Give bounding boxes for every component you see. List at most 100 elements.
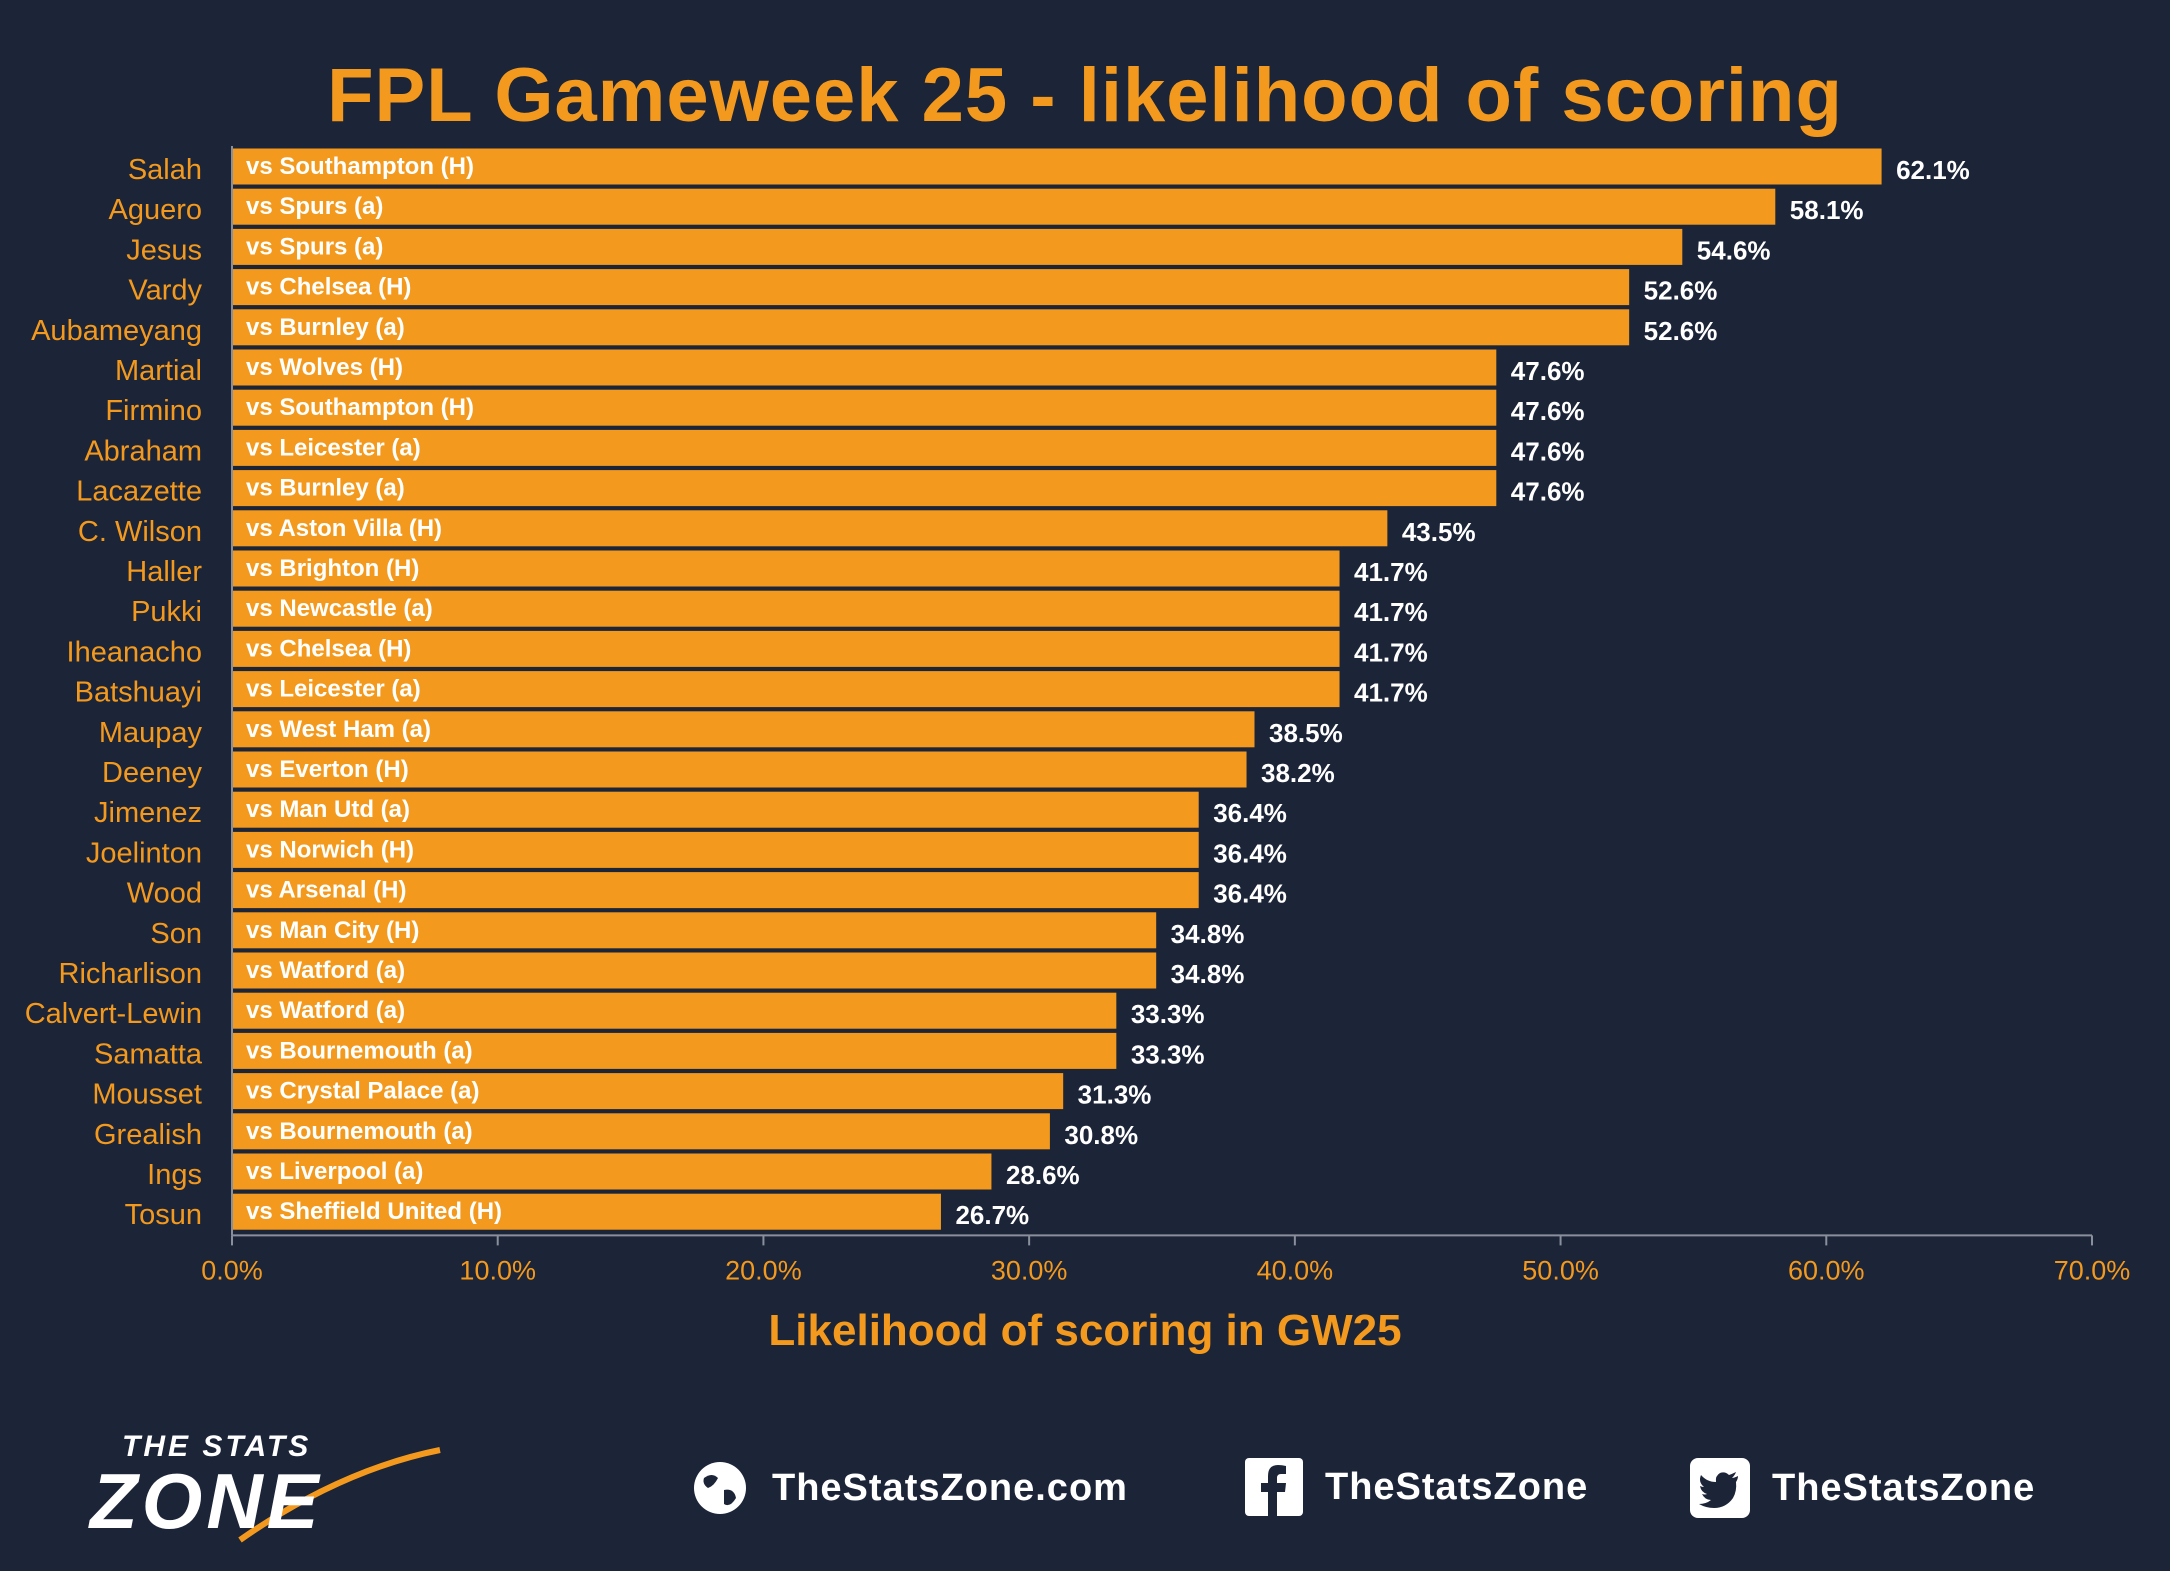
value-label: 47.6%	[1511, 396, 1585, 426]
fixture-label: vs Norwich (H)	[246, 836, 414, 863]
x-tick-label: 10.0%	[459, 1255, 536, 1285]
bar	[231, 1152, 993, 1191]
logo-top-text: THE STATS	[122, 1430, 312, 1463]
value-label: 36.4%	[1213, 798, 1287, 828]
player-label: Son	[150, 918, 202, 950]
value-label: 41.7%	[1354, 678, 1428, 708]
bar	[231, 147, 1883, 186]
bar	[231, 227, 1684, 266]
fixture-label: vs Sheffield United (H)	[246, 1198, 502, 1225]
fixture-label: vs Man City (H)	[246, 917, 419, 944]
player-label: Joelinton	[86, 837, 202, 869]
value-label: 30.8%	[1064, 1120, 1138, 1150]
bar	[231, 830, 1200, 869]
fixture-label: vs Newcastle (a)	[246, 595, 433, 622]
player-label: Tosun	[125, 1199, 202, 1231]
value-label: 41.7%	[1354, 597, 1428, 627]
x-tick-label: 40.0%	[1257, 1255, 1334, 1285]
value-label: 58.1%	[1790, 195, 1864, 225]
value-label: 41.7%	[1354, 637, 1428, 667]
logo-main-text: ZONE	[90, 1457, 323, 1545]
bar	[231, 589, 1341, 628]
player-label: Deeney	[102, 757, 202, 789]
fixture-label: vs Aston Villa (H)	[246, 515, 442, 542]
facebook-text: TheStatsZone	[1325, 1465, 1589, 1508]
player-label: Richarlison	[59, 958, 202, 990]
value-label: 33.3%	[1131, 999, 1205, 1029]
bar	[231, 991, 1118, 1030]
fixture-label: vs Watford (a)	[246, 957, 405, 984]
bar	[231, 670, 1341, 709]
player-label: C. Wilson	[78, 516, 202, 548]
facebook-link[interactable]: TheStatsZone	[1245, 1458, 1588, 1516]
fixture-label: vs Southampton (H)	[246, 394, 474, 421]
fixture-label: vs Watford (a)	[246, 997, 405, 1024]
player-label: Ings	[147, 1159, 202, 1191]
facebook-icon	[1245, 1458, 1303, 1516]
player-label: Jesus	[126, 234, 202, 266]
bar	[231, 268, 1631, 307]
value-label: 52.6%	[1644, 316, 1718, 346]
fixture-label: vs Chelsea (H)	[246, 635, 411, 662]
fixture-label: vs Southampton (H)	[246, 153, 474, 180]
player-label: Pukki	[131, 596, 202, 628]
player-label: Salah	[128, 154, 202, 186]
x-axis-label: Likelihood of scoring in GW25	[768, 1306, 1402, 1355]
player-label: Martial	[115, 355, 202, 387]
player-label: Jimenez	[94, 797, 202, 829]
bar	[231, 428, 1498, 467]
website-text: TheStatsZone.com	[772, 1466, 1128, 1509]
value-label: 47.6%	[1511, 356, 1585, 386]
fixture-label: vs Bournemouth (a)	[246, 1118, 473, 1145]
fixture-label: vs Burnley (a)	[246, 314, 405, 341]
value-label: 33.3%	[1131, 1039, 1205, 1069]
player-label: Vardy	[128, 275, 202, 307]
fixture-label: vs Brighton (H)	[246, 555, 419, 582]
player-label: Grealish	[94, 1119, 202, 1151]
value-label: 31.3%	[1078, 1080, 1152, 1110]
fixture-label: vs Liverpool (a)	[246, 1158, 423, 1185]
x-tick-label: 50.0%	[1522, 1255, 1599, 1285]
bar	[231, 871, 1200, 910]
fixture-label: vs Chelsea (H)	[246, 274, 411, 301]
x-tick-label: 20.0%	[725, 1255, 802, 1285]
x-tick-label: 0.0%	[201, 1255, 263, 1285]
value-label: 38.2%	[1261, 758, 1335, 788]
twitter-link[interactable]: TheStatsZone	[1690, 1458, 2035, 1518]
fixture-label: vs Leicester (a)	[246, 434, 421, 461]
player-label: Firmino	[105, 395, 202, 427]
value-label: 47.6%	[1511, 477, 1585, 507]
bar	[231, 549, 1341, 588]
player-label: Iheanacho	[67, 636, 202, 668]
bar	[231, 710, 1256, 749]
value-label: 54.6%	[1697, 235, 1771, 265]
bar-chart: vs Southampton (H) Salah 62.1% vs Spurs (a)…	[25, 146, 2131, 1285]
value-label: 36.4%	[1213, 838, 1287, 868]
value-label: 28.6%	[1006, 1160, 1080, 1190]
value-label: 36.4%	[1213, 879, 1287, 909]
fixture-label: vs Man Utd (a)	[246, 796, 410, 823]
x-tick-label: 60.0%	[1788, 1255, 1865, 1285]
x-tick-label: 70.0%	[2054, 1255, 2131, 1285]
bar	[231, 951, 1158, 990]
fixture-label: vs Burnley (a)	[246, 475, 405, 502]
fixture-label: vs Spurs (a)	[246, 193, 383, 220]
player-label: Abraham	[84, 435, 202, 467]
value-label: 34.8%	[1171, 919, 1245, 949]
website-link[interactable]: TheStatsZone.com	[690, 1458, 1128, 1518]
fixture-label: vs West Ham (a)	[246, 716, 431, 743]
player-label: Haller	[126, 556, 202, 588]
bar	[231, 348, 1498, 387]
player-label: Maupay	[99, 717, 203, 749]
fixture-label: vs Wolves (H)	[246, 354, 403, 381]
value-label: 43.5%	[1402, 517, 1476, 547]
bar	[231, 469, 1498, 508]
fixture-label: vs Everton (H)	[246, 756, 409, 783]
value-label: 38.5%	[1269, 718, 1343, 748]
player-label: Wood	[127, 878, 202, 910]
twitter-text: TheStatsZone	[1772, 1466, 2036, 1509]
value-label: 41.7%	[1354, 557, 1428, 587]
bar	[231, 509, 1389, 548]
chart-title: FPL Gameweek 25 - likelihood of scoring	[327, 53, 1843, 138]
bar	[231, 1031, 1118, 1070]
